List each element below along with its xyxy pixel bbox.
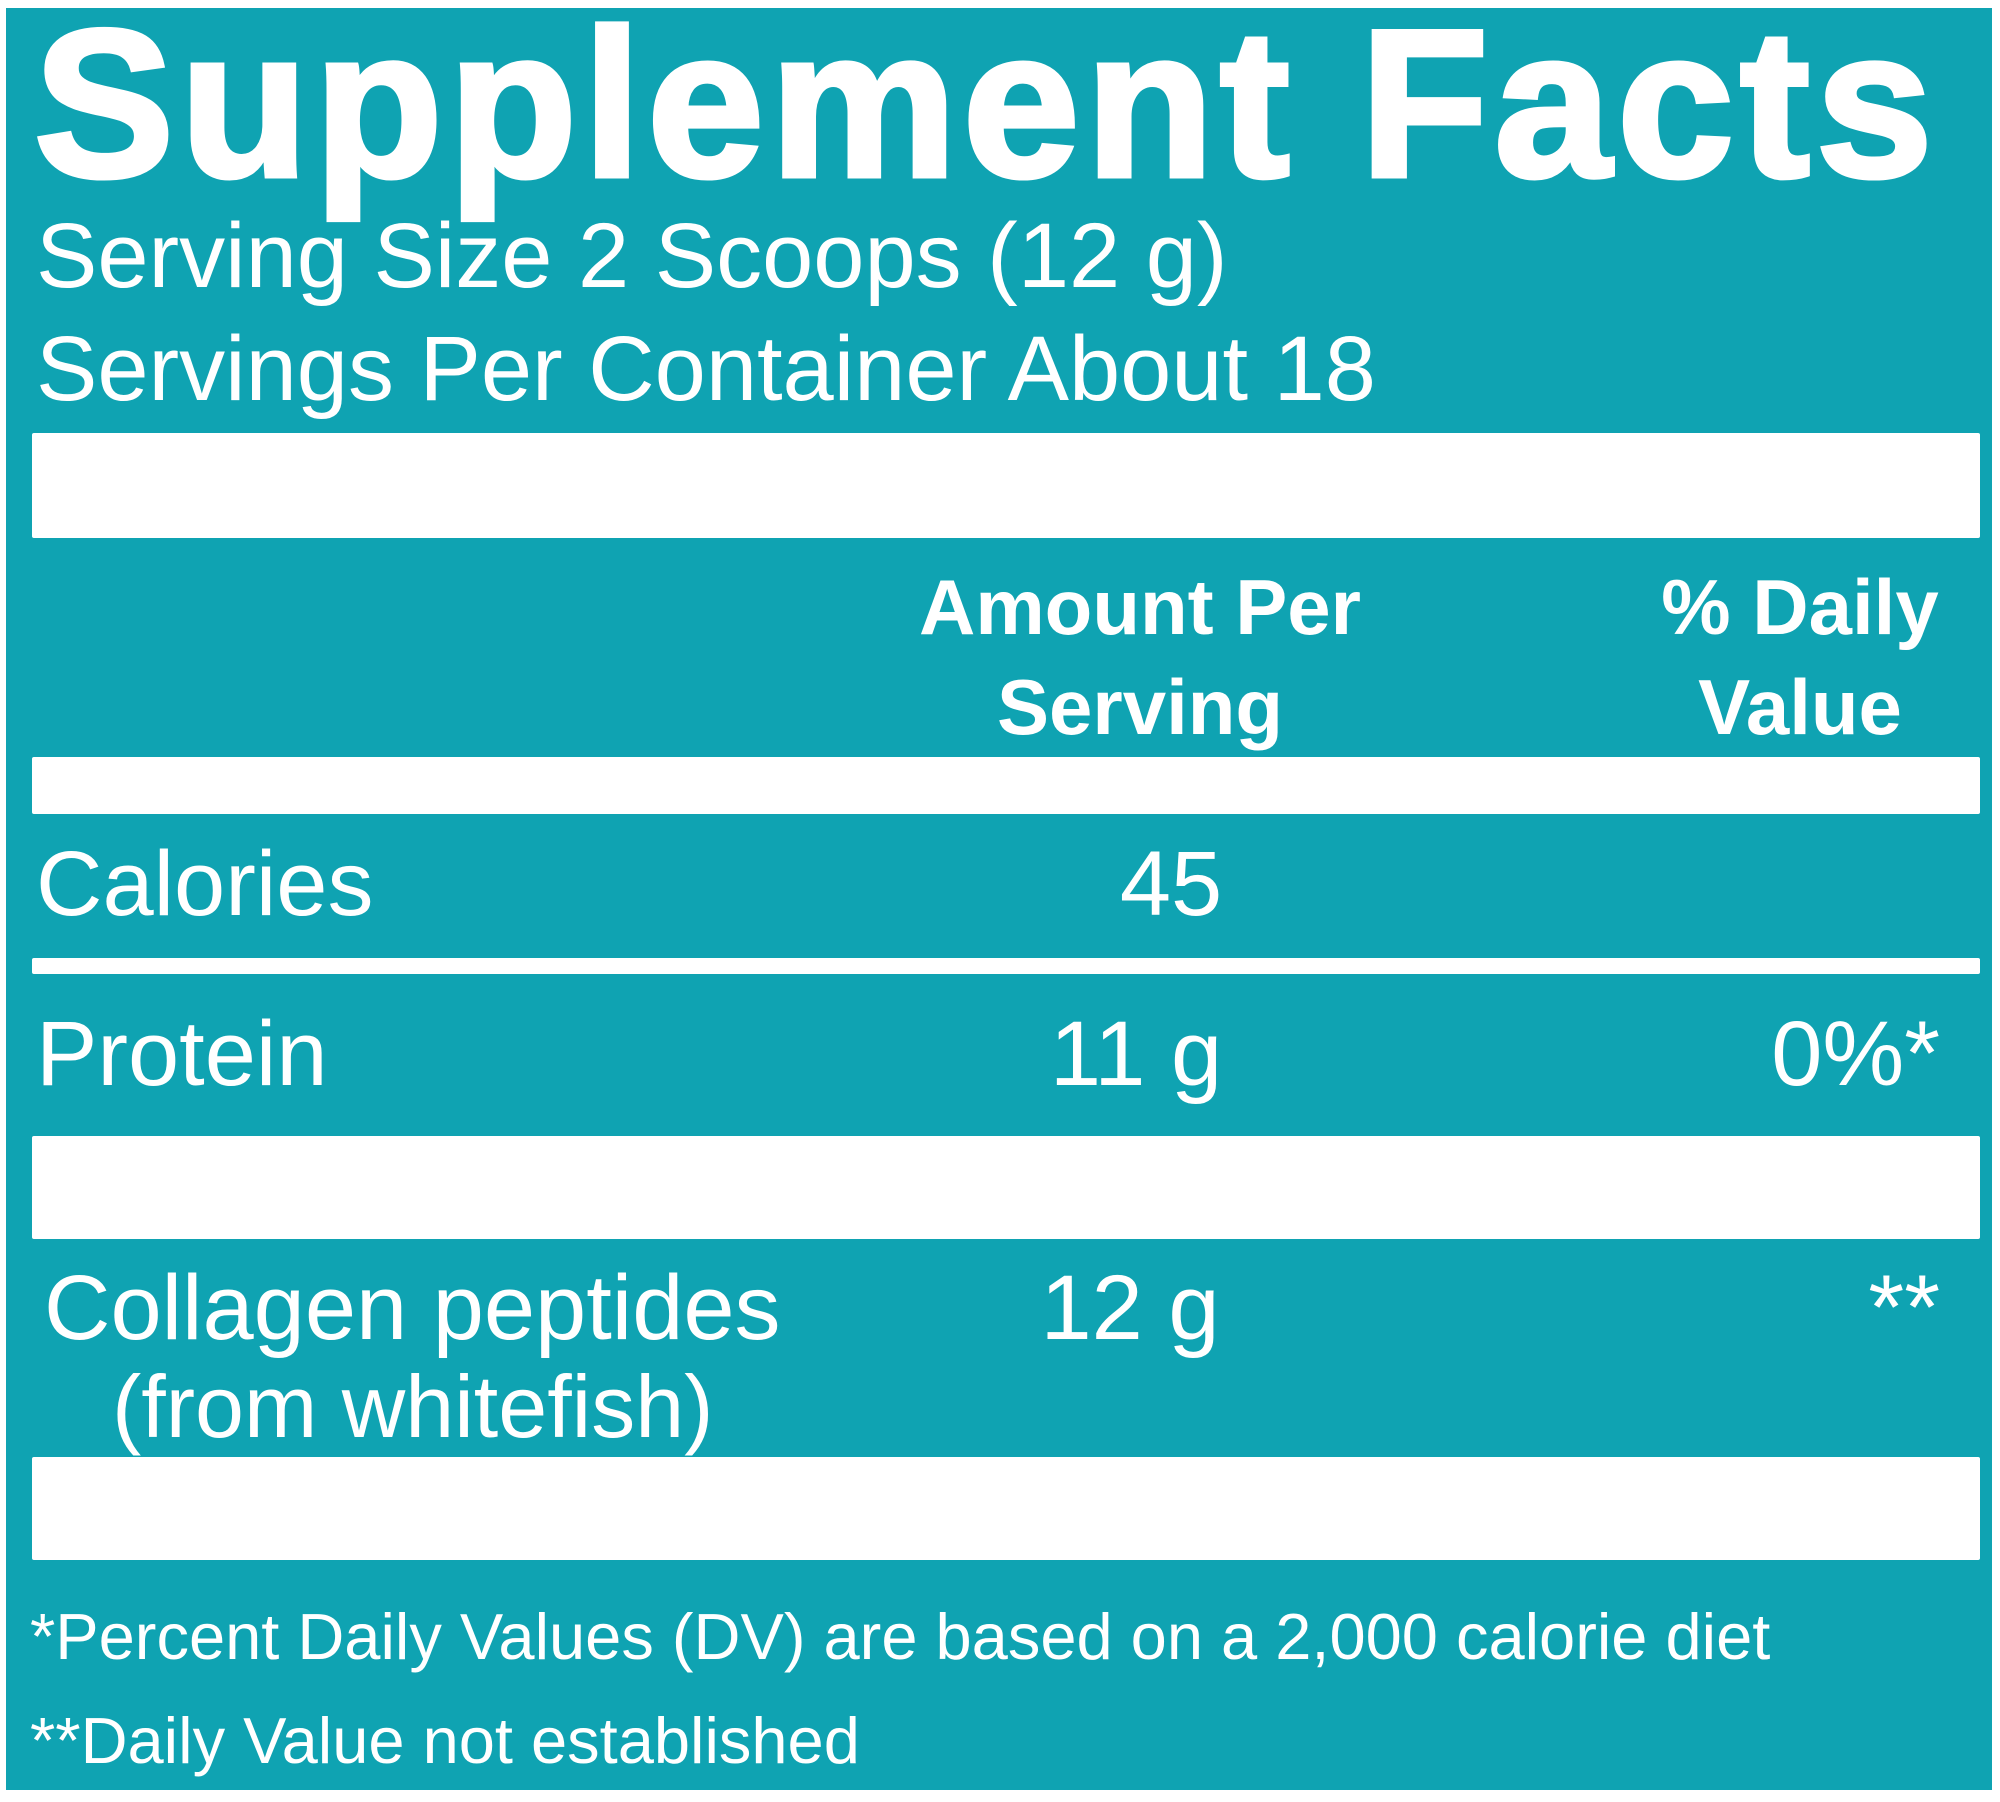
nutrient-name-calories: Calories [36, 833, 374, 935]
separator-band-top [32, 433, 1980, 538]
separator-band-under-protein [32, 1136, 1980, 1239]
dv-header-line1: % Daily [1661, 563, 1939, 651]
servings-per-container-text: Servings Per Container About 18 [36, 318, 1376, 420]
dv-header-line2: Value [1698, 663, 1902, 751]
nutrient-name-collagen-peptides: Collagen peptides [44, 1257, 781, 1359]
nutrient-source-collagen-peptides: (from whitefish) [112, 1357, 714, 1456]
nutrient-dv-collagen-peptides: ** [1868, 1257, 1940, 1359]
separator-line-calories-protein [32, 958, 1980, 974]
amount-header-line1: Amount Per [918, 563, 1362, 651]
footnote-daily-value-not-established: **Daily Value not established [30, 1704, 860, 1777]
amount-header-line2: Serving [996, 663, 1284, 751]
column-header-percent-daily-value: % Daily Value [1550, 557, 2000, 757]
nutrient-amount-collagen-peptides: 12 g [1040, 1257, 1220, 1359]
footnote-percent-daily-values: *Percent Daily Values (DV) are based on … [30, 1600, 1771, 1673]
serving-size-text: Serving Size 2 Scoops (12 g) [36, 205, 1228, 307]
separator-band-above-footnotes [32, 1457, 1980, 1560]
label-title: Supplement Facts [32, 0, 1939, 221]
separator-band-under-headers [32, 757, 1980, 814]
nutrient-amount-protein: 11 g [1049, 1003, 1223, 1105]
nutrient-name-protein: Protein [36, 1003, 328, 1105]
label-background-panel: Supplement Facts Serving Size 2 Scoops (… [6, 0, 1992, 1790]
nutrient-amount-calories: 45 [1119, 833, 1223, 935]
column-header-amount-per-serving: Amount Per Serving [890, 557, 1390, 757]
nutrient-dv-protein: 0%* [1771, 1003, 1940, 1105]
